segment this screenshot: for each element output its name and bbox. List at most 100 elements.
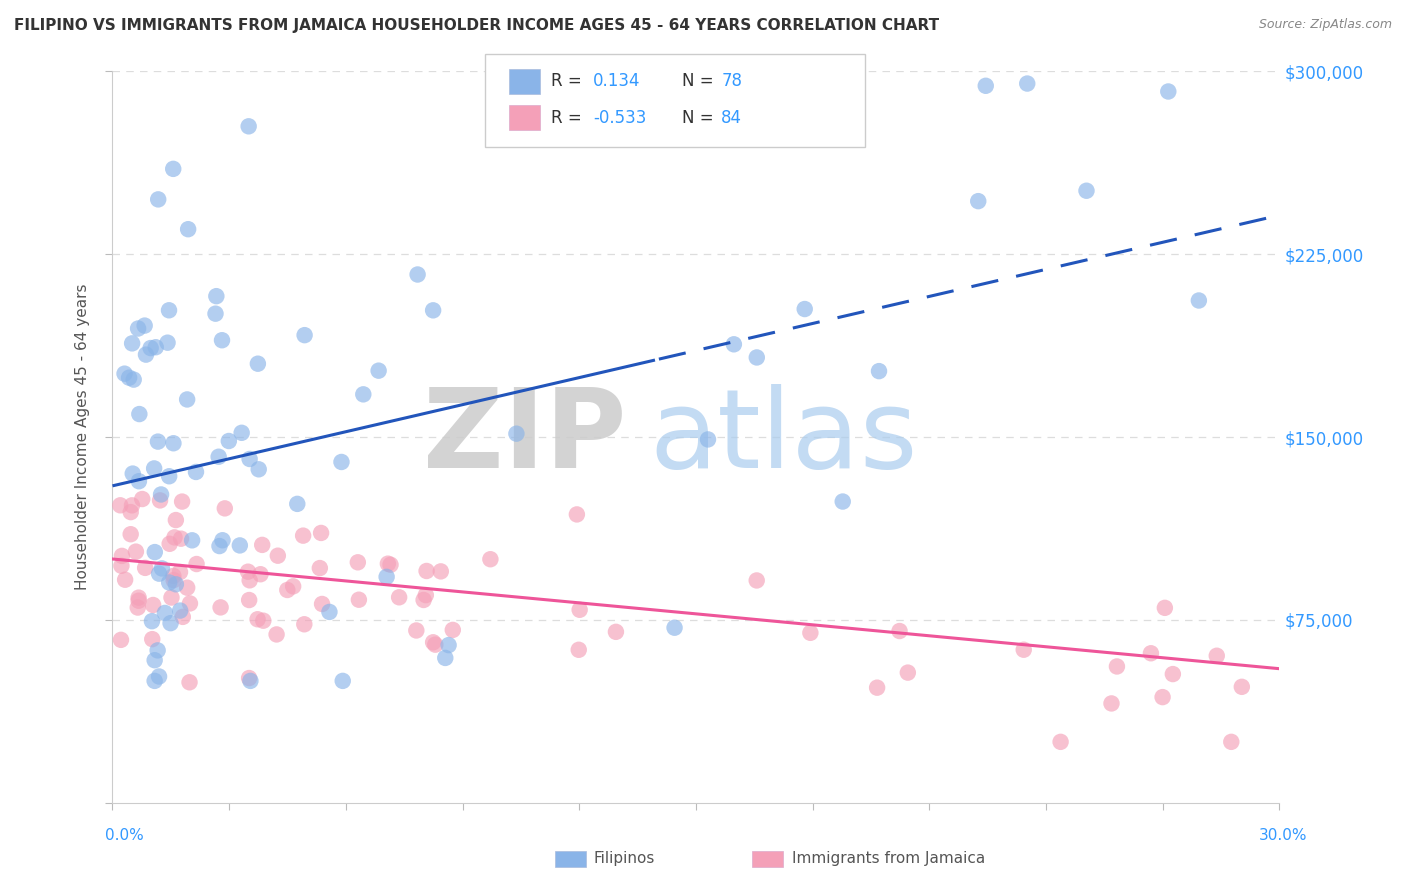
Point xyxy=(406,268,429,282)
Point xyxy=(266,627,288,641)
Point xyxy=(110,632,132,647)
Point xyxy=(831,494,853,508)
Point xyxy=(170,532,193,546)
Point xyxy=(238,671,260,685)
Point xyxy=(422,303,444,318)
Point xyxy=(135,348,157,362)
Point xyxy=(330,455,353,469)
Point xyxy=(128,593,150,607)
Point xyxy=(346,555,368,569)
Point xyxy=(142,598,165,612)
Point xyxy=(1157,85,1180,99)
Point xyxy=(125,544,148,558)
Point xyxy=(311,597,333,611)
Point xyxy=(143,653,166,667)
Text: 0.134: 0.134 xyxy=(593,72,641,90)
Point xyxy=(425,638,447,652)
Point xyxy=(141,614,163,628)
Text: ZIP: ZIP xyxy=(423,384,626,491)
Point xyxy=(250,538,273,552)
Point xyxy=(565,508,588,522)
Text: Source: ZipAtlas.com: Source: ZipAtlas.com xyxy=(1258,18,1392,31)
Point xyxy=(121,467,143,481)
Point xyxy=(111,549,134,563)
Point xyxy=(208,539,231,553)
Point xyxy=(238,593,260,607)
Point xyxy=(211,333,233,347)
Point xyxy=(380,558,402,572)
Point xyxy=(1017,77,1039,91)
Point xyxy=(160,591,183,605)
Point xyxy=(1230,680,1253,694)
Point xyxy=(1188,293,1211,308)
Point xyxy=(267,549,290,563)
Text: atlas: atlas xyxy=(650,384,918,491)
Point xyxy=(150,561,173,575)
Point xyxy=(204,307,226,321)
Point xyxy=(745,574,768,588)
Point xyxy=(239,452,262,467)
Point xyxy=(110,498,132,512)
Point xyxy=(793,301,815,316)
Text: 78: 78 xyxy=(721,72,742,90)
Text: R =: R = xyxy=(551,72,588,90)
Point xyxy=(1101,697,1123,711)
Point xyxy=(118,370,141,384)
Point xyxy=(148,566,170,581)
Text: FILIPINO VS IMMIGRANTS FROM JAMAICA HOUSEHOLDER INCOME AGES 45 - 64 YEARS CORREL: FILIPINO VS IMMIGRANTS FROM JAMAICA HOUS… xyxy=(14,18,939,33)
Point xyxy=(1152,690,1174,705)
Text: R =: R = xyxy=(551,109,588,127)
Point xyxy=(128,591,150,605)
Point xyxy=(176,392,198,407)
Point xyxy=(127,321,149,335)
Point xyxy=(252,614,274,628)
Point xyxy=(208,450,231,464)
Point xyxy=(172,610,194,624)
Point xyxy=(120,505,142,519)
Point xyxy=(434,651,457,665)
Point xyxy=(141,632,163,647)
Point xyxy=(1161,667,1184,681)
Point xyxy=(121,336,143,351)
Point xyxy=(127,600,149,615)
Point xyxy=(153,606,176,620)
Point xyxy=(1220,735,1243,749)
Point xyxy=(149,493,172,508)
Point xyxy=(568,603,591,617)
Point xyxy=(479,552,502,566)
Point xyxy=(120,527,142,541)
Point xyxy=(114,573,136,587)
Point xyxy=(143,461,166,475)
Point xyxy=(159,616,181,631)
Point xyxy=(745,351,768,365)
Point xyxy=(1205,648,1227,663)
Point xyxy=(308,561,330,575)
Text: 84: 84 xyxy=(721,109,742,127)
Point xyxy=(318,605,340,619)
Point xyxy=(169,565,191,579)
Point xyxy=(239,574,262,588)
Point xyxy=(159,537,181,551)
Point xyxy=(122,373,145,387)
Point xyxy=(139,341,162,355)
Point xyxy=(974,78,997,93)
Point xyxy=(1105,659,1128,673)
Point xyxy=(214,501,236,516)
Point xyxy=(238,120,260,134)
Point xyxy=(352,387,374,401)
Point xyxy=(211,533,233,548)
Point xyxy=(605,624,627,639)
Point xyxy=(285,497,308,511)
Point xyxy=(218,434,240,448)
Point xyxy=(249,567,271,582)
Point xyxy=(246,612,269,626)
Point xyxy=(664,621,686,635)
Point xyxy=(162,573,184,587)
Point xyxy=(143,673,166,688)
Point xyxy=(437,638,460,652)
Point xyxy=(165,513,187,527)
Text: 0.0%: 0.0% xyxy=(105,828,145,843)
Point xyxy=(441,623,464,637)
Point xyxy=(309,525,332,540)
Point xyxy=(162,569,184,583)
